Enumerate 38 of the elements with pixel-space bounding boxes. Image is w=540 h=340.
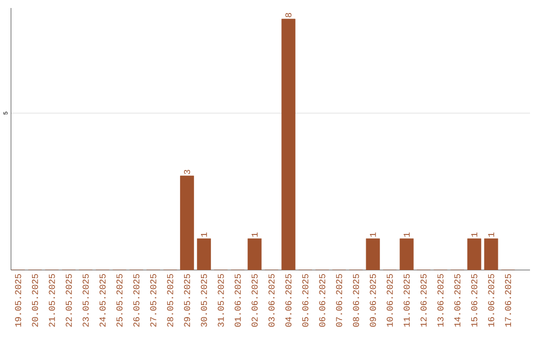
x-tick-label: 24.05.2025	[100, 274, 106, 327]
x-tick-label: 29.05.2025	[184, 274, 190, 327]
x-tick-label: 27.05.2025	[150, 274, 156, 327]
x-tick-label: 30.05.2025	[200, 274, 207, 327]
x-tick-label: 23.05.2025	[82, 274, 89, 327]
x-tick-label: 26.05.2025	[133, 274, 140, 327]
x-tick-label: 01.06.2025	[234, 274, 241, 327]
data-label: 1	[488, 232, 494, 237]
x-tick-label: 17.06.2025	[505, 274, 512, 327]
data-label: 1	[200, 232, 207, 237]
x-tick-label: 14.06.2025	[454, 274, 460, 327]
x-tick-label: 09.06.2025	[370, 274, 376, 327]
x-tick-label: 03.06.2025	[268, 274, 275, 327]
data-label: 1	[404, 232, 410, 237]
x-tick-label: 19.05.2025	[15, 274, 22, 327]
x-tick-label: 07.06.2025	[336, 274, 342, 327]
x-tick-label: 13.06.2025	[437, 274, 444, 327]
data-label: 1	[370, 232, 376, 237]
x-tick-label: 10.06.2025	[386, 274, 393, 327]
data-label: 3	[184, 170, 190, 174]
x-tick-label: 31.05.2025	[218, 274, 224, 327]
data-label: 8	[285, 12, 292, 18]
data-label: 1	[252, 232, 258, 237]
x-tick-label: 25.05.2025	[116, 274, 123, 327]
data-label: 1	[471, 232, 478, 237]
x-tick-label: 15.06.2025	[471, 274, 478, 327]
x-tick-label: 22.05.2025	[66, 274, 72, 327]
x-tick-label: 08.06.2025	[352, 274, 360, 327]
x-tick-label: 12.06.2025	[420, 274, 427, 327]
x-tick-label: 02.06.2025	[252, 274, 258, 327]
x-tick-label: 04.06.2025	[285, 274, 292, 327]
x-tick-label: 20.05.2025	[32, 274, 38, 327]
x-tick-label: 16.06.2025	[488, 274, 494, 327]
x-tick-label: 06.06.2025	[319, 274, 326, 327]
x-tick-label: 11.06.2025	[404, 274, 410, 327]
x-tick-label: 05.06.2025	[302, 274, 308, 327]
x-tick-label: 21.05.2025	[48, 274, 55, 327]
x-tick-label: 28.05.2025	[167, 274, 174, 327]
